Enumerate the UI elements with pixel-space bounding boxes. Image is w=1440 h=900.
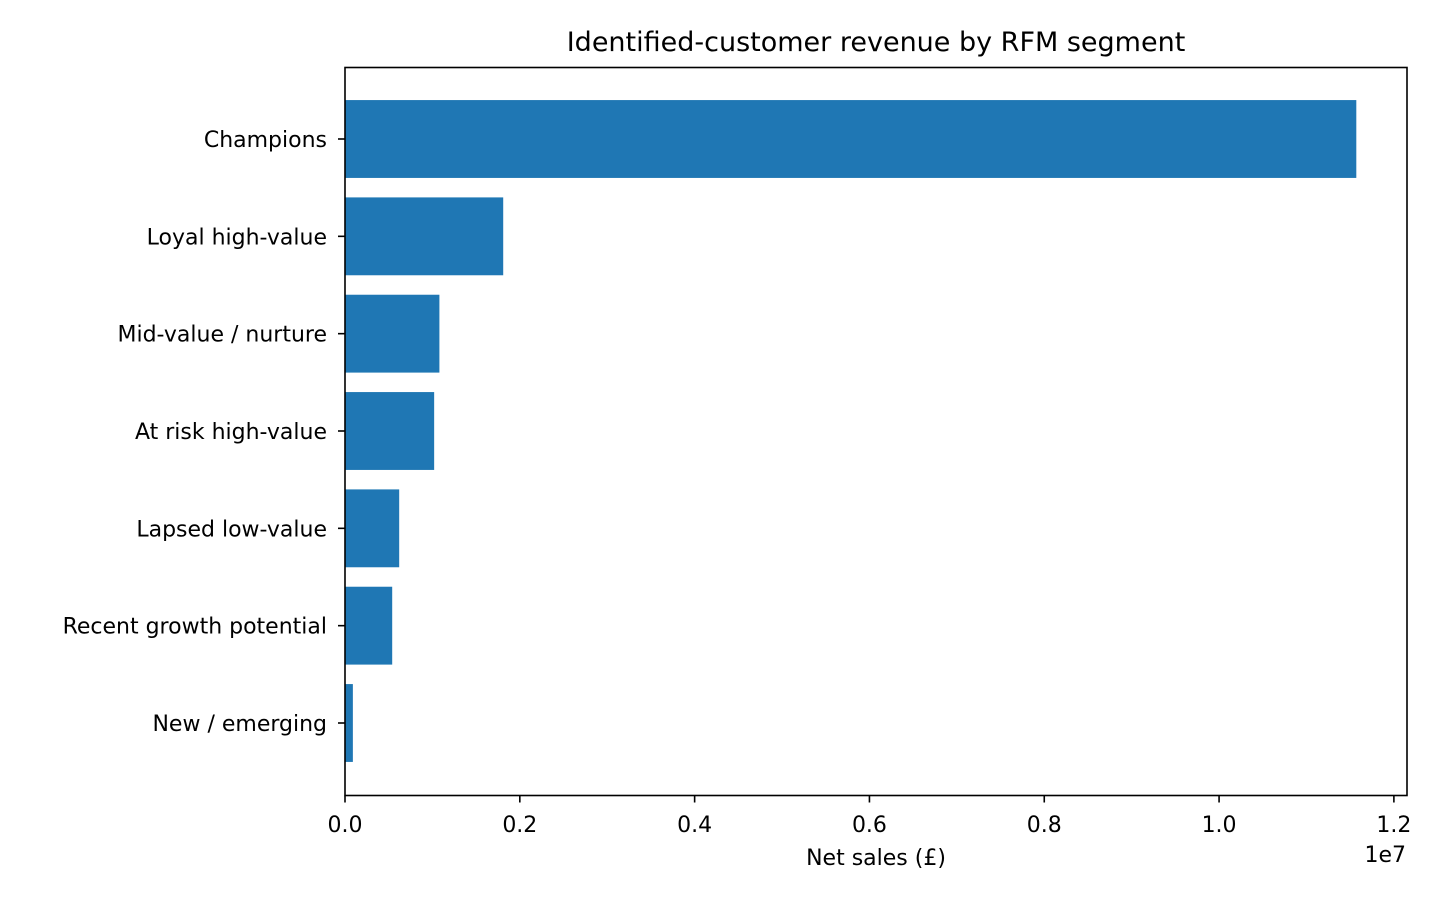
plot-frame: [344, 66, 1408, 797]
bar-4: [345, 489, 400, 568]
bar-1: [345, 197, 504, 276]
bar-3: [345, 392, 435, 470]
x-tick-label: 0.0: [328, 813, 363, 838]
bar-2: [345, 294, 440, 373]
bar-5: [345, 586, 393, 665]
y-tick-label: Mid-value / nurture: [118, 323, 328, 348]
x-tick-label: 0.4: [677, 813, 712, 838]
bar-0: [345, 100, 1357, 178]
x-axis-offset-label: 1e7: [1364, 843, 1406, 868]
x-tick-label: 0.2: [502, 813, 537, 838]
x-tick-label: 1.0: [1202, 813, 1237, 838]
x-tick-label: 1.2: [1376, 813, 1411, 838]
bars-group: [345, 100, 1357, 762]
x-tick-label: 0.8: [1027, 813, 1062, 838]
bar-6: [345, 684, 353, 762]
y-tick-label: At risk high-value: [135, 420, 327, 445]
y-tick-label: Lapsed low-value: [136, 517, 327, 542]
x-axis-label: Net sales (£): [806, 846, 946, 871]
y-tick-label: New / emerging: [152, 712, 327, 737]
x-axis: 0.0 0.2 0.4 0.6 0.8 1.0 1.2: [328, 795, 1411, 838]
chart-title: Identified-customer revenue by RFM segme…: [567, 27, 1186, 58]
x-tick-label: 0.6: [852, 813, 887, 838]
y-tick-label: Recent growth potential: [63, 615, 327, 640]
y-axis: Champions Loyal high-value Mid-value / nur…: [63, 128, 345, 737]
y-tick-label: Champions: [204, 128, 327, 153]
y-tick-label: Loyal high-value: [147, 225, 327, 250]
